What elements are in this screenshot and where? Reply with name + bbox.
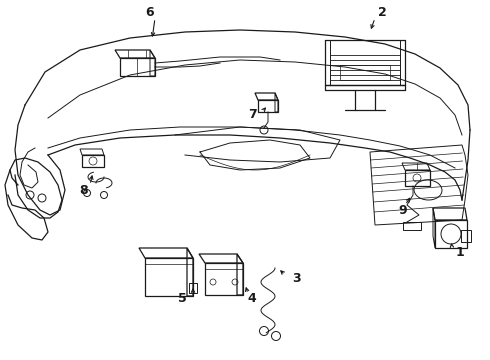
Text: 3: 3 <box>292 271 300 284</box>
Text: 7: 7 <box>247 108 256 122</box>
Text: 4: 4 <box>247 292 256 305</box>
Text: 2: 2 <box>378 5 387 18</box>
Text: 8: 8 <box>80 184 88 197</box>
Text: 6: 6 <box>146 5 154 18</box>
Text: 1: 1 <box>456 246 465 258</box>
Text: 5: 5 <box>177 292 186 305</box>
Text: 9: 9 <box>399 203 407 216</box>
